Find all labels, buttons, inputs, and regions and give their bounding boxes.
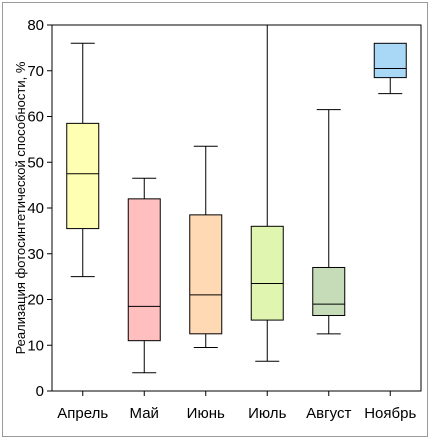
x-category-label: Ноябрь — [364, 405, 416, 422]
y-tick-label: 0 — [36, 383, 44, 400]
plot-area-frame — [51, 24, 422, 392]
box-plot-chart: 0 10 20 30 40 50 60 70 80 Реализация фотосинтетич… — [13, 17, 422, 422]
y-tick-label: 60 — [27, 109, 44, 126]
box-5 — [312, 266, 346, 317]
box-3 — [189, 214, 223, 335]
y-axis-label: Реализация фотосинтетической способности… — [13, 61, 28, 354]
y-tick-label: 80 — [27, 17, 44, 34]
x-category-label: Июнь — [187, 405, 225, 422]
x-category-label: Август — [306, 405, 351, 422]
x-category-label: Май — [130, 405, 159, 422]
y-tick-label: 50 — [27, 154, 44, 171]
box-6 — [373, 42, 407, 79]
x-category-label: Апрель — [57, 405, 108, 422]
box-2 — [127, 198, 161, 342]
y-tick-label: 70 — [27, 63, 44, 80]
y-tick-label: 20 — [27, 292, 44, 309]
box-4 — [250, 225, 284, 321]
y-tick-label: 40 — [27, 200, 44, 217]
x-category-label: Июль — [248, 405, 286, 422]
y-tick-label: 30 — [27, 246, 44, 263]
chart-frame: 0 10 20 30 40 50 60 70 80 Реализация фотосинтетич… — [2, 2, 428, 437]
y-tick-label: 10 — [27, 337, 44, 354]
box-1 — [66, 122, 100, 230]
